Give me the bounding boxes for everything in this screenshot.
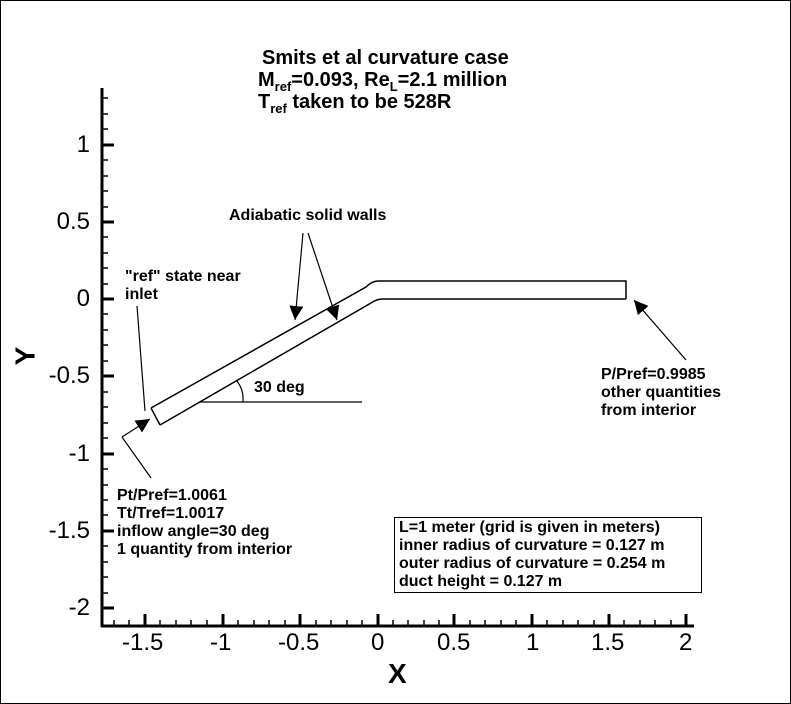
- x-tick-label: 0: [371, 629, 385, 656]
- duct-upper-wall: [150, 280, 627, 409]
- title-line-1: Smits et al curvature case: [262, 47, 509, 69]
- x-tick-label: 2: [679, 629, 693, 656]
- y-tick-label: -1.5: [48, 517, 90, 544]
- x-tick-label: -1.5: [122, 629, 164, 656]
- y-major-ticks: [102, 143, 114, 610]
- y-tick-label: 0: [76, 285, 90, 312]
- ref-state-label: "ref" state near inlet: [125, 268, 241, 303]
- ref-state-leader: [136, 305, 146, 412]
- y-tick-label: -0.5: [48, 362, 90, 389]
- x-tick-label: 1: [526, 629, 540, 656]
- inlet-leader: [121, 418, 152, 479]
- outlet-leader: [633, 299, 687, 361]
- x-minor-ticks: [113, 620, 672, 626]
- y-minor-ticks: [102, 97, 108, 594]
- duct-outline: [150, 280, 627, 426]
- y-tick-label: -2: [68, 594, 90, 621]
- y-tick-label: -1: [68, 440, 90, 467]
- title-line-2: Mref=0.093, ReL=2.1 million: [258, 69, 508, 94]
- x-axis-title: X: [388, 658, 407, 689]
- chart-title: Smits et al curvature case: [262, 47, 509, 69]
- y-axis-title: Y: [9, 346, 41, 366]
- title-line-3: Tref taken to be 528R: [258, 91, 452, 116]
- x-tick-label: 1.5: [591, 629, 625, 656]
- angle-label: 30 deg: [254, 379, 305, 396]
- x-tick-label: 0.5: [437, 629, 471, 656]
- x-tick-label: -1: [210, 629, 232, 656]
- duct-lower-wall: [159, 298, 626, 426]
- walls-label: Adiabatic solid walls: [229, 207, 387, 224]
- outlet-label: P/Pref=0.9985 other quantities from inte…: [601, 366, 722, 419]
- x-major-ticks: [143, 614, 688, 626]
- angle-indicator: [200, 380, 362, 403]
- y-tick-label: 0.5: [56, 208, 90, 235]
- x-tick-label: -0.5: [278, 629, 320, 656]
- y-tick-label: 1: [76, 131, 90, 158]
- duct-inlet-face: [150, 407, 161, 426]
- geometry-info-box: L=1 meter (grid is given in meters) inne…: [394, 517, 702, 593]
- wall-arrows: [289, 232, 340, 321]
- inlet-label: Pt/Pref=1.0061 Tt/Tref=1.0017 inflow ang…: [117, 487, 293, 558]
